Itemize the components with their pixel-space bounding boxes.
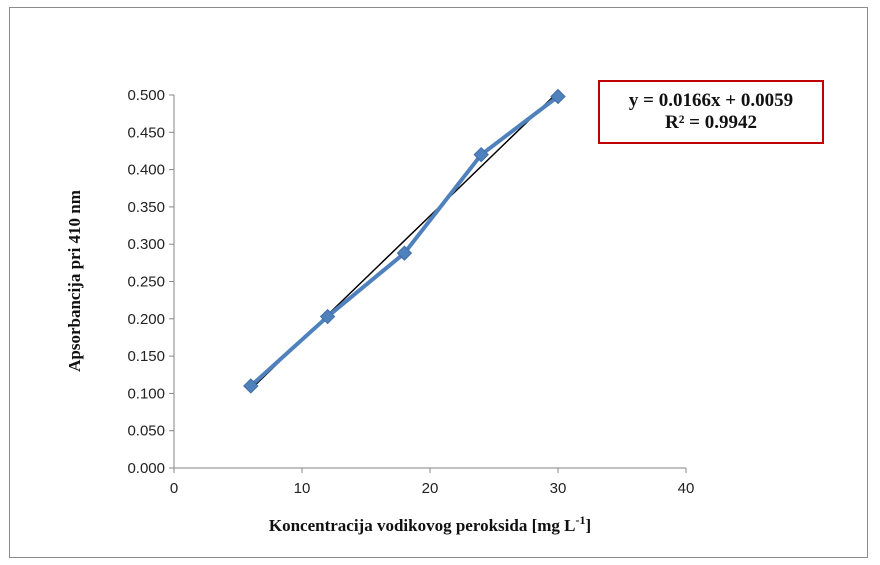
y-tick-label: 0.500: [127, 87, 165, 104]
x-axis-title-superscript: -1: [575, 513, 585, 527]
trendline-equation: y = 0.0166x + 0.0059: [628, 90, 794, 111]
x-axis-title-end: ]: [585, 516, 591, 535]
data-point-marker: [396, 245, 413, 261]
y-tick-label: 0.450: [127, 124, 165, 141]
r-squared-value: R² = 0.9942: [665, 112, 757, 133]
y-tick-label: 0.050: [127, 423, 165, 440]
data-point-marker: [473, 146, 489, 163]
x-axis-title: Koncentracija vodikovog peroksida [mg L-…: [269, 513, 591, 535]
data-point-marker: [550, 88, 566, 105]
x-tick-label: 20: [422, 480, 439, 497]
y-tick-label: 0.250: [127, 274, 165, 291]
y-tick-label: 0.350: [127, 199, 165, 216]
x-tick-label: 30: [550, 480, 567, 497]
data-point-marker: [243, 378, 259, 394]
y-tick-label: 0.000: [127, 460, 165, 477]
y-tick-label: 0.100: [127, 385, 165, 402]
x-tick-label: 0: [170, 480, 178, 497]
trendline-equation-box: y = 0.0166x + 0.0059 R² = 0.9942: [598, 80, 824, 144]
x-ticks: 0 10 20 30 40: [170, 468, 695, 497]
y-tick-label: 0.200: [127, 311, 165, 328]
y-tick-label: 0.150: [127, 348, 165, 365]
axes: 0.000 0.050 0.100 0.150 0.200 0.250 0.300 0.350…: [127, 87, 694, 497]
x-axis-title-main: Koncentracija vodikovog peroksida [mg L: [269, 516, 576, 535]
x-tick-label: 40: [678, 480, 695, 497]
y-ticks: 0.000 0.050 0.100 0.150 0.200 0.250 0.300 0.350…: [127, 87, 174, 477]
y-tick-label: 0.300: [127, 236, 165, 253]
x-tick-label: 10: [294, 480, 311, 497]
data-point-marker: [319, 308, 336, 325]
y-tick-label: 0.400: [127, 162, 165, 179]
y-axis-title: Apsorbancija pri 410 nm: [65, 190, 84, 372]
series: [243, 88, 566, 394]
